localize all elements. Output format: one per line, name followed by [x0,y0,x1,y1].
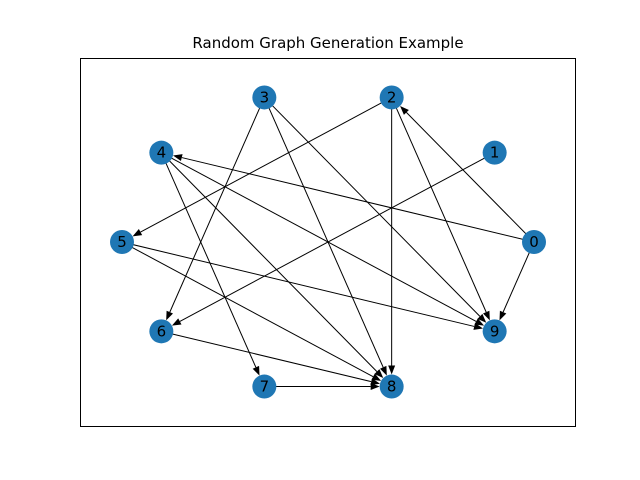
node-label: 1 [490,144,500,162]
edge-5-9 [121,241,483,330]
arrowhead [499,310,507,321]
node-circle [252,85,277,110]
node-circle [110,230,134,254]
node-label: 4 [157,144,167,162]
node-label: 3 [260,88,270,106]
edge-line [160,152,257,368]
arrowhead [474,318,485,326]
node-label: 7 [260,378,270,396]
edge-line [179,152,495,322]
node-circle [379,85,404,110]
edge-line [121,241,374,378]
edge-2-5 [132,96,392,237]
arrowhead [379,365,387,376]
edge-line [140,96,392,233]
node-circle [149,319,174,344]
node-label: 2 [387,88,397,106]
edge-line [160,152,378,372]
node-1: 1 [482,140,507,165]
node-circle [252,374,277,399]
edge-0-4 [173,154,535,243]
edge-2-9 [391,97,490,321]
plot-frame [80,58,576,427]
arrowhead [477,313,487,323]
node-circle [379,374,404,399]
node-9: 9 [482,319,507,344]
node-label: 5 [117,233,127,251]
arrowhead [171,318,182,326]
edge-line [181,157,535,243]
node-label: 8 [387,378,397,396]
node-label: 9 [490,322,500,340]
arrowhead [371,373,382,381]
edge-4-7 [160,152,260,376]
node-label: 6 [157,322,167,340]
edge-0-2 [400,105,535,243]
edges-layer [121,96,535,391]
arrowhead [252,365,260,376]
node-2: 2 [379,85,404,110]
edge-line [502,241,535,313]
node-0: 0 [522,230,546,254]
edge-1-6 [171,152,495,326]
edge-5-8 [121,241,382,381]
figure-title: Random Graph Generation Example [192,34,464,52]
node-circle [482,140,507,165]
arrowhead [473,323,483,330]
edge-line [263,97,481,317]
edge-line [121,241,475,327]
node-label: 0 [529,233,539,251]
node-circle [149,140,174,165]
edge-7-8 [264,383,380,391]
edge-4-8 [160,152,384,379]
arrowhead [370,378,380,386]
arrowhead [482,310,490,321]
edge-0-9 [499,241,535,321]
node-6: 6 [149,319,174,344]
edge-3-6 [166,97,265,321]
edge-line [161,330,372,383]
arrowhead [388,365,396,375]
node-4: 4 [149,140,174,165]
nodes-layer: 0 1 2 3 4 5 6 7 8 9 [110,85,546,399]
edge-3-9 [263,97,487,323]
edge-4-9 [161,152,485,326]
arrowhead [400,105,409,115]
edge-line [406,112,535,243]
arrowhead [374,369,384,379]
arrowhead [173,154,183,161]
node-7: 7 [252,374,277,399]
arrowhead [166,310,174,321]
node-3: 3 [252,85,277,110]
node-8: 8 [379,374,404,399]
node-5: 5 [110,230,134,254]
node-circle [522,230,546,254]
edge-line [263,97,384,368]
edge-2-8 [388,97,396,375]
arrowhead [132,228,143,237]
node-circle [482,319,507,344]
edge-3-8 [263,97,387,376]
edge-line [391,97,487,313]
edge-6-8 [161,330,380,386]
edge-line [161,152,477,322]
arrowhead [370,383,380,391]
